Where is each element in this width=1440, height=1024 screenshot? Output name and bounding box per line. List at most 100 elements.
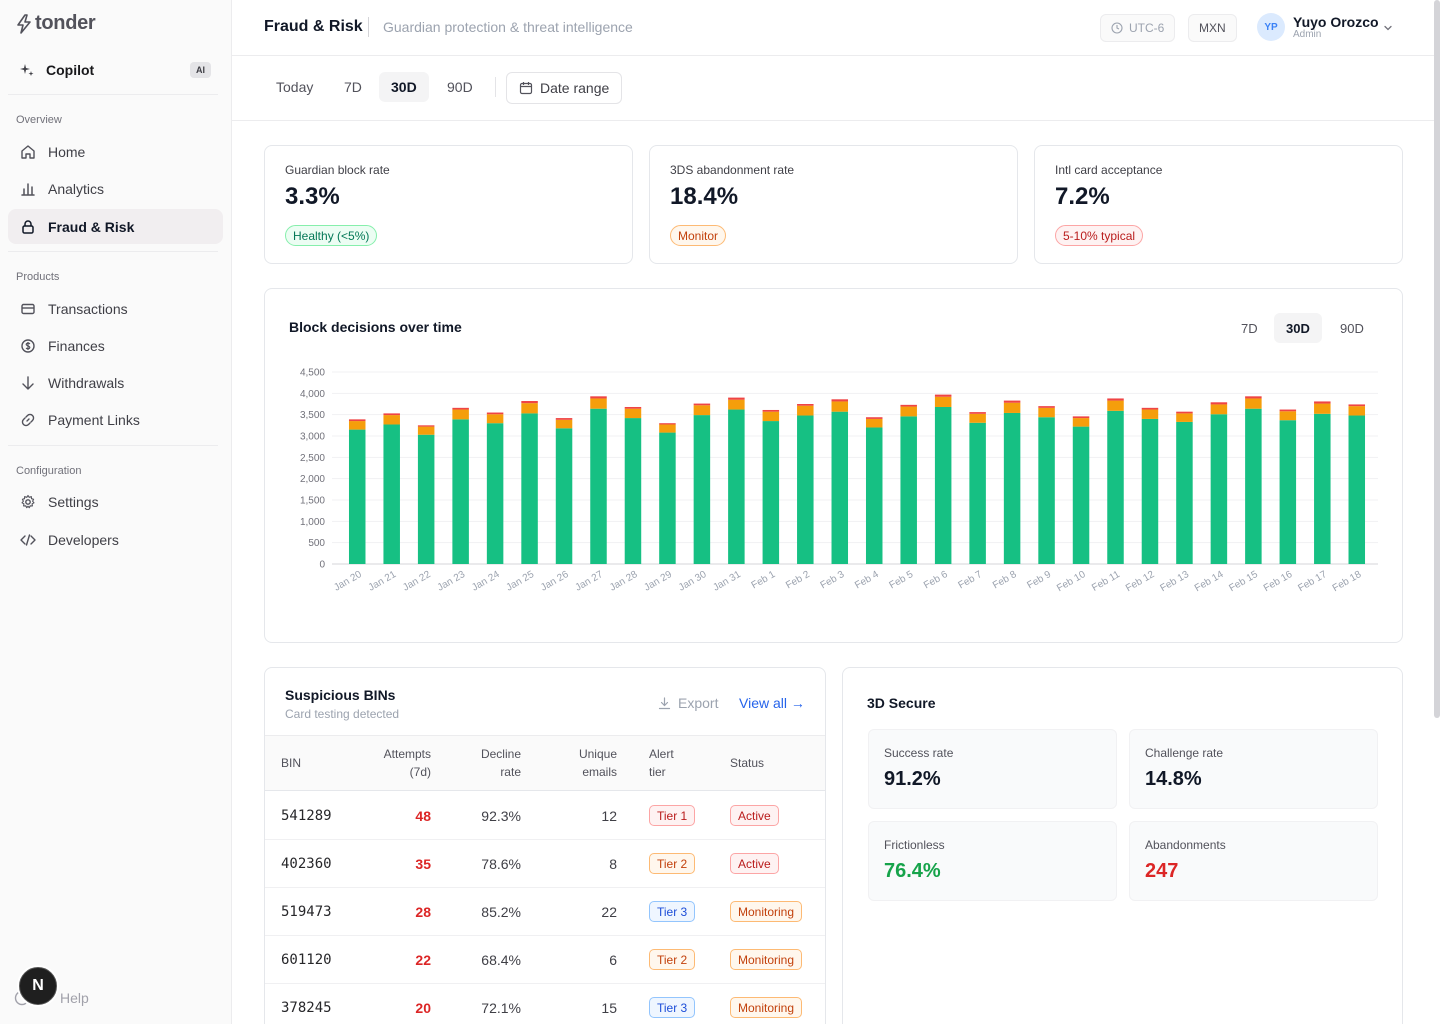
bar-segment (659, 424, 676, 433)
status-badge: Monitor (670, 225, 727, 246)
attempts-cell: 22 (415, 951, 431, 968)
bar-segment (934, 394, 952, 397)
x-tick-label: Feb 3 (819, 569, 847, 592)
table-row[interactable]: 601120 22 68.4% 6 Tier 2 Monitoring (265, 936, 825, 984)
decline-cell: 72.1% (481, 999, 521, 1016)
tonder-logo[interactable]: tonder (16, 12, 96, 35)
page-scrollbar[interactable] (1434, 0, 1440, 718)
column-header-emails[interactable]: Unique emails (578, 747, 617, 779)
y-tick-label: 1,000 (300, 517, 325, 528)
status-badge: Active (730, 805, 779, 826)
sidebar-item-payment-links[interactable]: Payment Links (8, 402, 223, 437)
bar-segment (1072, 416, 1090, 419)
x-tick-label: Feb 4 (853, 569, 881, 592)
chart-range-30d[interactable]: 30D (1274, 313, 1322, 343)
column-header-tier[interactable]: Alert tier (649, 747, 674, 779)
x-tick-label: Jan 31 (711, 569, 743, 594)
sidebar-item-transactions[interactable]: Transactions (8, 291, 223, 326)
column-header-bin[interactable]: BIN (281, 756, 302, 770)
bar-chart-icon (21, 182, 35, 196)
tier-cell: Tier 3 (649, 984, 696, 1024)
x-tick-label: Feb 17 (1296, 569, 1329, 594)
date-range-button[interactable]: Date range (506, 72, 623, 104)
chart-range-7d[interactable]: 7D (1241, 320, 1258, 336)
bin-cell: 541289 (281, 807, 332, 824)
sidebar-item-finances[interactable]: Finances (8, 328, 223, 363)
range-7d[interactable]: 7D (344, 79, 362, 95)
table-row[interactable]: 402360 35 78.6% 8 Tier 2 Active (265, 840, 825, 888)
bar-segment (1210, 414, 1228, 564)
bar-segment (1038, 417, 1055, 564)
view-all-link[interactable]: View all → (739, 695, 805, 711)
bar-segment (555, 419, 573, 429)
sidebar-item-withdrawals[interactable]: Withdrawals (8, 365, 223, 400)
bar-segment (624, 406, 642, 409)
download-icon (658, 696, 671, 709)
brand-name: tonder (35, 12, 96, 34)
bar-segment (1176, 413, 1193, 422)
stat-value: 76.4% (884, 860, 941, 882)
x-tick-label: Feb 8 (991, 569, 1019, 592)
x-tick-label: Feb 9 (1025, 569, 1053, 592)
column-header-attempts[interactable]: Attempts (7d) (383, 747, 431, 779)
bar-segment (1003, 400, 1021, 403)
bar-segment (555, 418, 573, 420)
emails-cell: 12 (601, 807, 617, 824)
x-tick-label: Feb 16 (1262, 569, 1295, 594)
sparkle-icon (20, 64, 34, 76)
y-tick-label: 0 (319, 560, 325, 571)
sidebar-item-developers[interactable]: Developers (8, 522, 223, 557)
sidebar-item-analytics[interactable]: Analytics (8, 171, 223, 206)
copilot-button[interactable]: Copilot AI (8, 53, 223, 87)
sidebar-item-home[interactable]: Home (8, 134, 223, 169)
status-cell: Active (730, 840, 779, 887)
x-tick-label: Jan 29 (642, 569, 674, 594)
stat-value: 91.2% (884, 768, 941, 790)
bar-segment (590, 408, 607, 564)
attempts-cell: 48 (415, 807, 431, 824)
table-row[interactable]: 378245 20 72.1% 15 Tier 3 Monitoring (265, 984, 825, 1024)
sidebar: tonder Copilot AI Overview Home Analytic… (0, 0, 232, 1024)
page-subtitle: Guardian protection & threat intelligenc… (383, 19, 633, 35)
user-name[interactable]: Yuyo Orozco (1293, 14, 1379, 30)
bar-segment (969, 412, 986, 414)
column-header-decline[interactable]: Decline rate (480, 747, 521, 779)
bar-segment (1003, 402, 1021, 413)
bar-segment (383, 415, 400, 425)
timezone-selector[interactable]: UTC-6 (1100, 14, 1176, 42)
stat-frictionless: Frictionless 76.4% (868, 821, 1117, 901)
chevron-down-icon[interactable] (1382, 22, 1394, 34)
bar-segment (900, 406, 917, 417)
table-row[interactable]: 541289 48 92.3% 12 Tier 1 Active (265, 792, 825, 840)
dev-tools-badge[interactable]: N (19, 967, 57, 1005)
tier-badge: Tier 3 (649, 997, 696, 1018)
bar-segment (797, 415, 814, 564)
sidebar-item-settings[interactable]: Settings (8, 484, 223, 519)
sidebar-item-fraud-risk[interactable]: Fraud & Risk (8, 209, 223, 244)
lock-icon (22, 219, 34, 234)
bar-segment (417, 426, 435, 435)
bar-segment (1141, 409, 1159, 419)
bar-segment (865, 427, 883, 564)
kpi-card-guardian-block-rate: Guardian block rate 3.3% Healthy (<5%) (264, 145, 633, 264)
bins-title: Suspicious BINs (285, 687, 396, 703)
bar-segment (1210, 402, 1228, 405)
currency-selector[interactable]: MXN (1188, 14, 1237, 42)
table-row[interactable]: 519473 28 85.2% 22 Tier 3 Monitoring (265, 888, 825, 936)
range-today[interactable]: Today (276, 79, 314, 95)
avatar[interactable]: YP (1257, 13, 1285, 41)
export-button[interactable]: Export (658, 695, 718, 711)
status-badge: Healthy (<5%) (285, 225, 378, 246)
bar-segment (590, 398, 607, 409)
tier-badge: Tier 1 (649, 805, 696, 826)
x-tick-label: Feb 2 (784, 569, 812, 592)
range-90d[interactable]: 90D (447, 79, 473, 95)
column-header-status[interactable]: Status (730, 756, 765, 770)
bar-segment (1176, 411, 1193, 414)
attempts-cell: 20 (415, 999, 431, 1016)
bar-segment (521, 403, 538, 414)
range-30d[interactable]: 30D (379, 72, 429, 102)
code-icon (20, 533, 36, 546)
chart-range-90d[interactable]: 90D (1340, 320, 1364, 336)
bar-segment (1107, 410, 1124, 564)
